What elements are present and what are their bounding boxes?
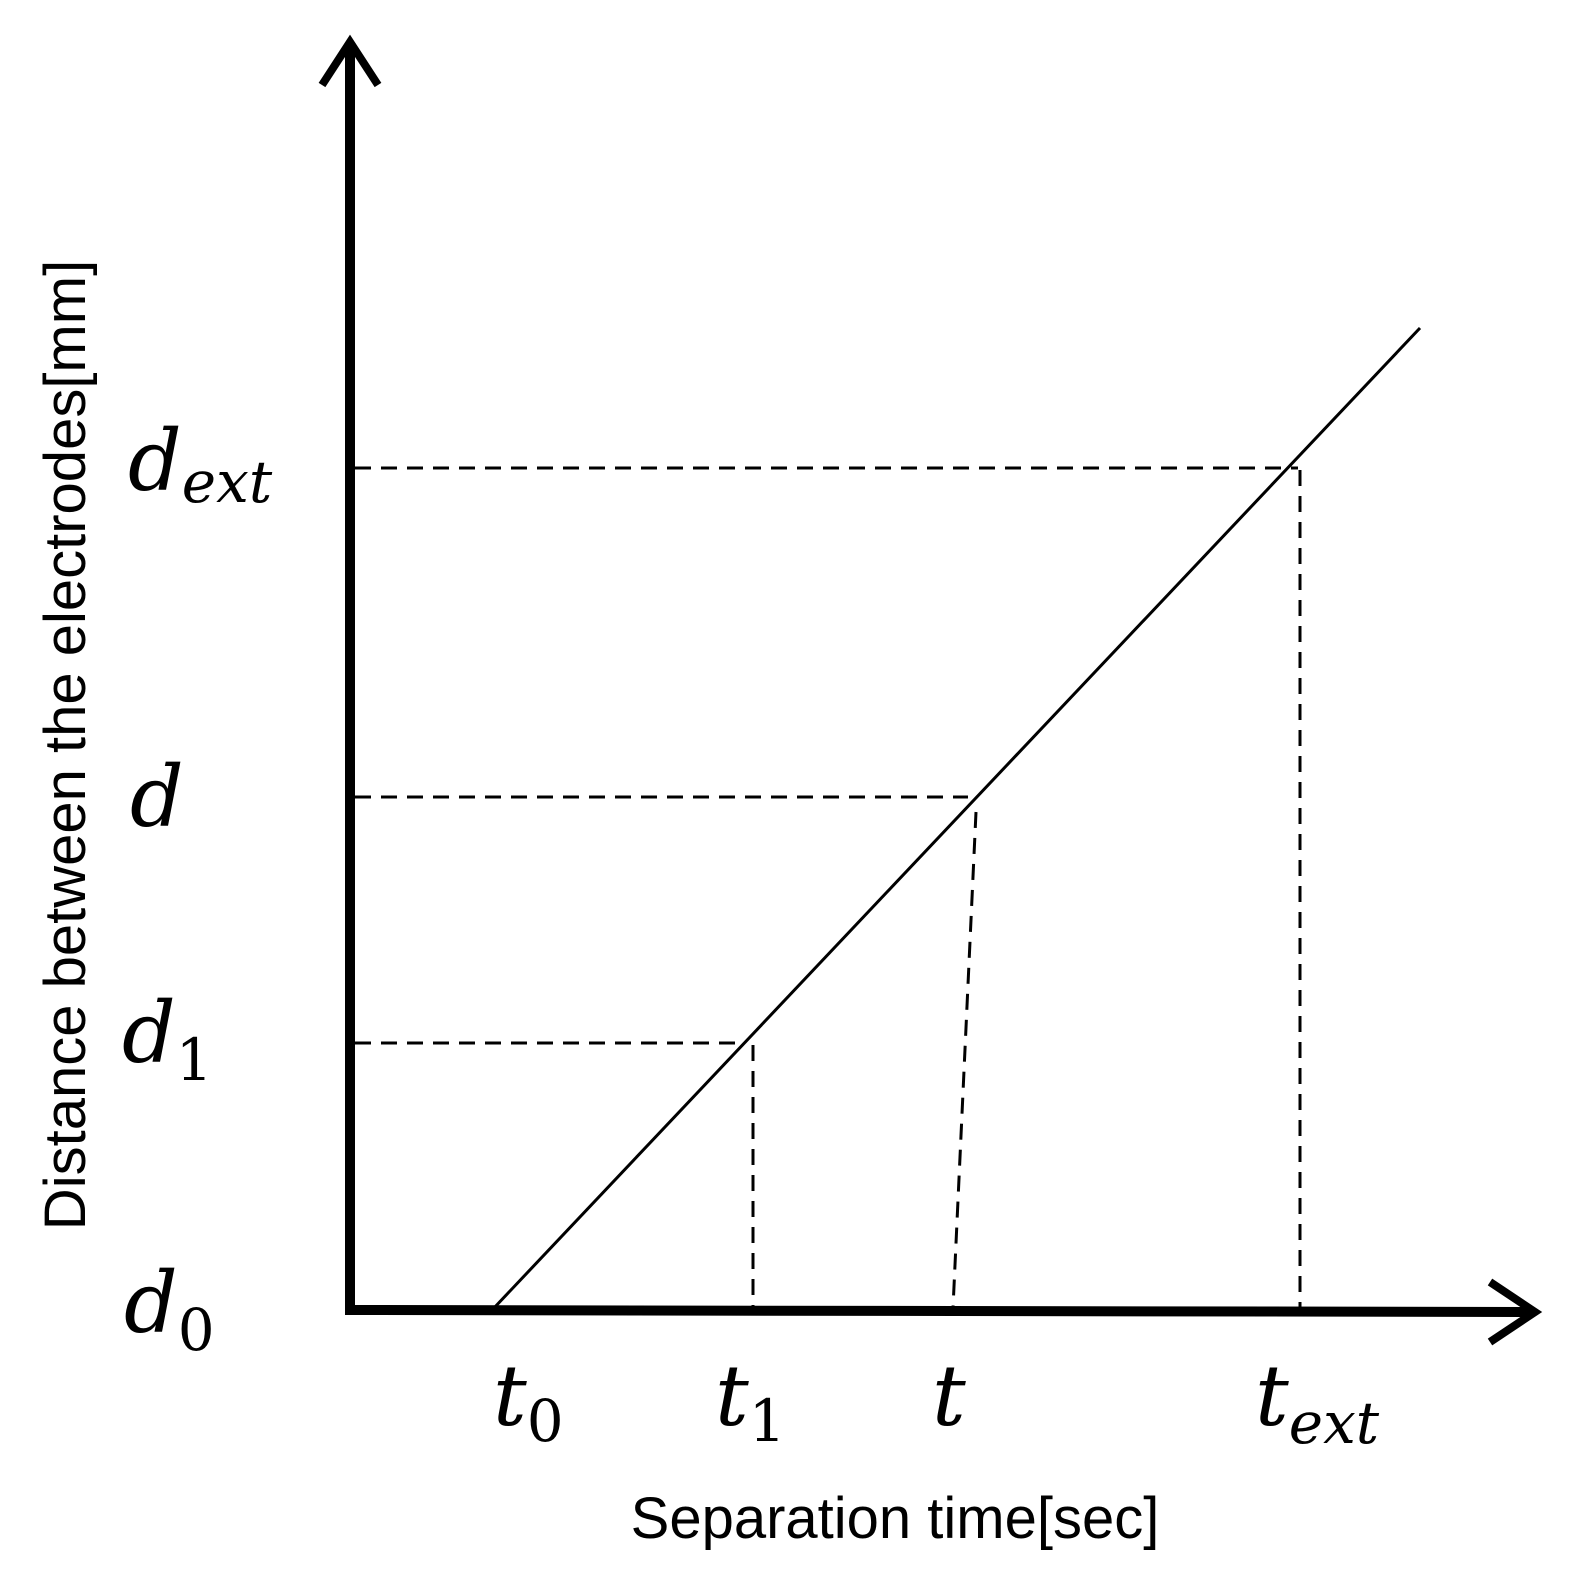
guide-line bbox=[951, 811, 978, 1309]
x-mark: t0 bbox=[493, 1347, 564, 1455]
y-mark: d0 bbox=[124, 1254, 215, 1364]
x-axis-label: Separation time[sec] bbox=[631, 1486, 1160, 1551]
y-mark: dext bbox=[128, 412, 273, 516]
x-axis-arrow bbox=[1487, 1278, 1543, 1346]
distance-line bbox=[491, 326, 1422, 1311]
y-mark: d1 bbox=[122, 984, 213, 1094]
y-axis-arrow bbox=[318, 34, 382, 88]
x-mark: text bbox=[1255, 1347, 1380, 1457]
x-mark: t1 bbox=[715, 1347, 786, 1455]
x-axis bbox=[344, 1305, 1533, 1317]
y-mark: d bbox=[130, 748, 184, 846]
y-axis-label: Distance between the electrodes[mm] bbox=[33, 260, 98, 1230]
x-mark: t bbox=[932, 1347, 966, 1445]
